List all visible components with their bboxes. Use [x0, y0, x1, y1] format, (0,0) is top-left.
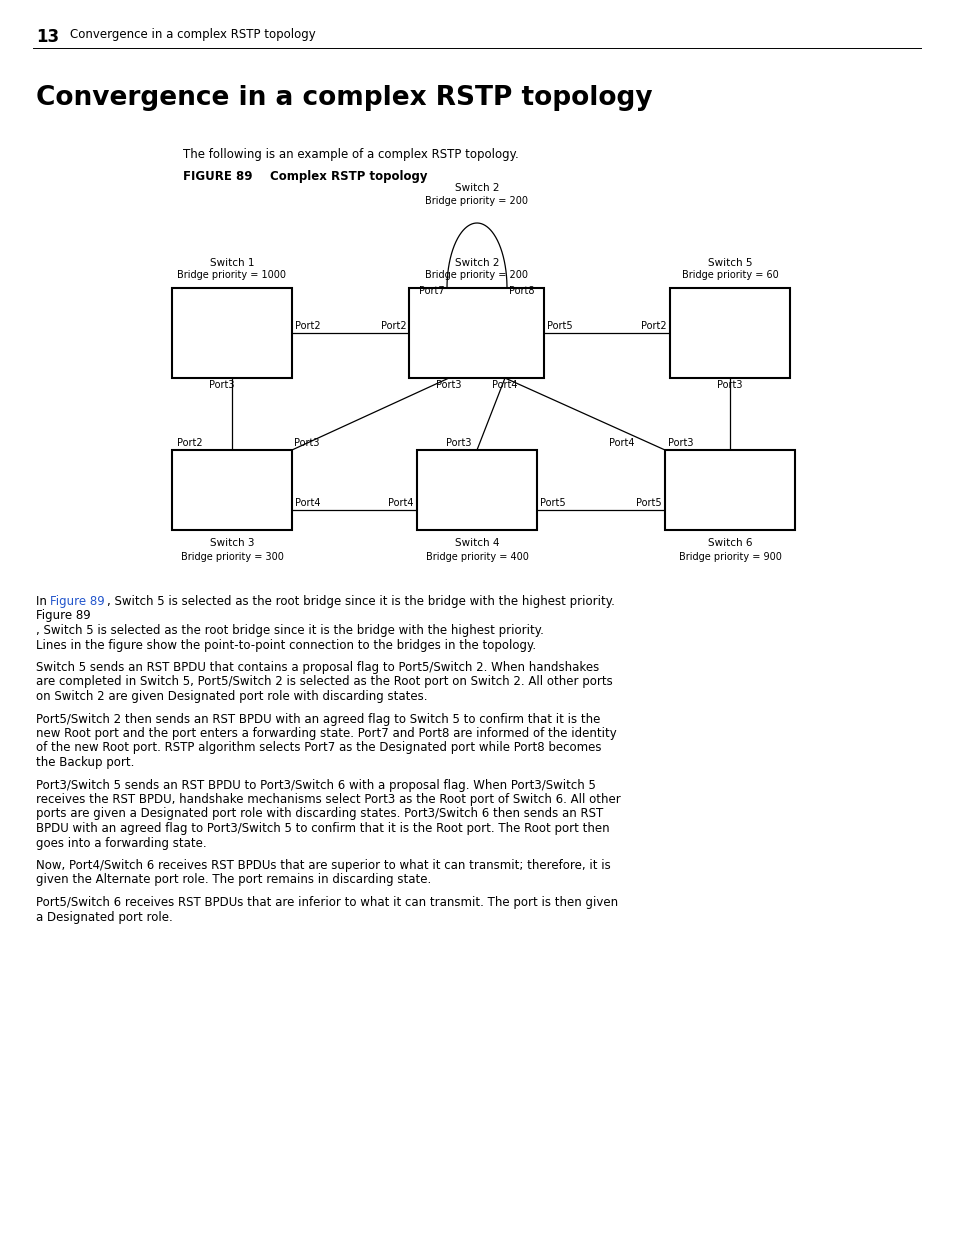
- Text: The following is an example of a complex RSTP topology.: The following is an example of a complex…: [183, 148, 518, 161]
- Text: Bridge priority = 300: Bridge priority = 300: [180, 552, 283, 562]
- Bar: [416, 450, 537, 530]
- Text: Switch 3: Switch 3: [210, 538, 254, 548]
- Text: on Switch 2 are given Designated port role with discarding states.: on Switch 2 are given Designated port ro…: [36, 690, 427, 703]
- Text: goes into a forwarding state.: goes into a forwarding state.: [36, 836, 207, 850]
- Text: In: In: [36, 595, 51, 608]
- Text: Switch 5 sends an RST BPDU that contains a proposal flag to Port5/Switch 2. When: Switch 5 sends an RST BPDU that contains…: [36, 661, 598, 674]
- Text: Port3: Port3: [294, 438, 319, 448]
- Text: Port4: Port4: [492, 380, 517, 390]
- Text: Port3: Port3: [667, 438, 693, 448]
- Text: Port4: Port4: [294, 498, 320, 508]
- Text: Port2: Port2: [294, 321, 320, 331]
- Bar: [664, 450, 794, 530]
- Text: Switch 4: Switch 4: [455, 538, 498, 548]
- Text: Port3/Switch 5 sends an RST BPDU to Port3/Switch 6 with a proposal flag. When Po: Port3/Switch 5 sends an RST BPDU to Port…: [36, 778, 596, 792]
- Text: Switch 5: Switch 5: [707, 258, 752, 268]
- Text: Bridge priority = 1000: Bridge priority = 1000: [177, 270, 286, 280]
- Text: Bridge priority = 400: Bridge priority = 400: [425, 552, 528, 562]
- Text: Convergence in a complex RSTP topology: Convergence in a complex RSTP topology: [70, 28, 315, 41]
- Text: are completed in Switch 5, Port5/Switch 2 is selected as the Root port on Switch: are completed in Switch 5, Port5/Switch …: [36, 676, 612, 688]
- Text: Bridge priority = 200: Bridge priority = 200: [425, 270, 528, 280]
- Text: Figure 89: Figure 89: [50, 595, 105, 608]
- Bar: [172, 450, 292, 530]
- Bar: [669, 288, 789, 378]
- Text: 13: 13: [36, 28, 59, 46]
- Text: FIGURE 89: FIGURE 89: [183, 170, 253, 183]
- Text: Port2: Port2: [640, 321, 666, 331]
- Text: Figure 89: Figure 89: [36, 610, 91, 622]
- Text: Port2: Port2: [177, 438, 202, 448]
- Text: Now, Port4/Switch 6 receives RST BPDUs that are superior to what it can transmit: Now, Port4/Switch 6 receives RST BPDUs t…: [36, 860, 610, 872]
- Text: Port3: Port3: [717, 380, 742, 390]
- Text: Port3: Port3: [209, 380, 234, 390]
- Text: Switch 2: Switch 2: [455, 258, 498, 268]
- Text: Port8: Port8: [509, 287, 534, 296]
- Text: Convergence in a complex RSTP topology: Convergence in a complex RSTP topology: [36, 85, 652, 111]
- Text: Switch 1: Switch 1: [210, 258, 254, 268]
- Text: BPDU with an agreed flag to Port3/Switch 5 to confirm that it is the Root port. : BPDU with an agreed flag to Port3/Switch…: [36, 823, 609, 835]
- Text: Port3: Port3: [436, 380, 461, 390]
- Text: , Switch 5 is selected as the root bridge since it is the bridge with the highes: , Switch 5 is selected as the root bridg…: [36, 624, 543, 637]
- Text: Port4: Port4: [388, 498, 414, 508]
- Text: of the new Root port. RSTP algorithm selects Port7 as the Designated port while : of the new Root port. RSTP algorithm sel…: [36, 741, 601, 755]
- Text: Lines in the figure show the point-to-point connection to the bridges in the top: Lines in the figure show the point-to-po…: [36, 638, 536, 652]
- Text: new Root port and the port enters a forwarding state. Port7 and Port8 are inform: new Root port and the port enters a forw…: [36, 727, 616, 740]
- Bar: [409, 288, 544, 378]
- Text: Bridge priority = 900: Bridge priority = 900: [678, 552, 781, 562]
- Text: Switch 6: Switch 6: [707, 538, 752, 548]
- Text: a Designated port role.: a Designated port role.: [36, 910, 172, 924]
- Text: Bridge priority = 60: Bridge priority = 60: [680, 270, 778, 280]
- Text: ports are given a Designated port role with discarding states. Port3/Switch 6 th: ports are given a Designated port role w…: [36, 808, 602, 820]
- Text: , Switch 5 is selected as the root bridge since it is the bridge with the highes: , Switch 5 is selected as the root bridg…: [107, 595, 615, 608]
- Text: Port7: Port7: [419, 287, 444, 296]
- Text: the Backup port.: the Backup port.: [36, 756, 134, 769]
- Text: Port3: Port3: [446, 438, 472, 448]
- Text: Port5: Port5: [636, 498, 661, 508]
- Text: given the Alternate port role. The port remains in discarding state.: given the Alternate port role. The port …: [36, 873, 431, 887]
- Bar: [172, 288, 292, 378]
- Text: Port5: Port5: [547, 321, 573, 331]
- Text: Port2: Port2: [380, 321, 406, 331]
- Text: Port5: Port5: [539, 498, 565, 508]
- Text: Port5/Switch 6 receives RST BPDUs that are inferior to what it can transmit. The: Port5/Switch 6 receives RST BPDUs that a…: [36, 897, 618, 909]
- Text: Port4: Port4: [609, 438, 635, 448]
- Text: Switch 2: Switch 2: [455, 183, 498, 193]
- Text: receives the RST BPDU, handshake mechanisms select Port3 as the Root port of Swi: receives the RST BPDU, handshake mechani…: [36, 793, 620, 806]
- Text: Port5/Switch 2 then sends an RST BPDU with an agreed flag to Switch 5 to confirm: Port5/Switch 2 then sends an RST BPDU wi…: [36, 713, 599, 725]
- Text: Bridge priority = 200: Bridge priority = 200: [425, 196, 528, 206]
- Text: Complex RSTP topology: Complex RSTP topology: [270, 170, 427, 183]
